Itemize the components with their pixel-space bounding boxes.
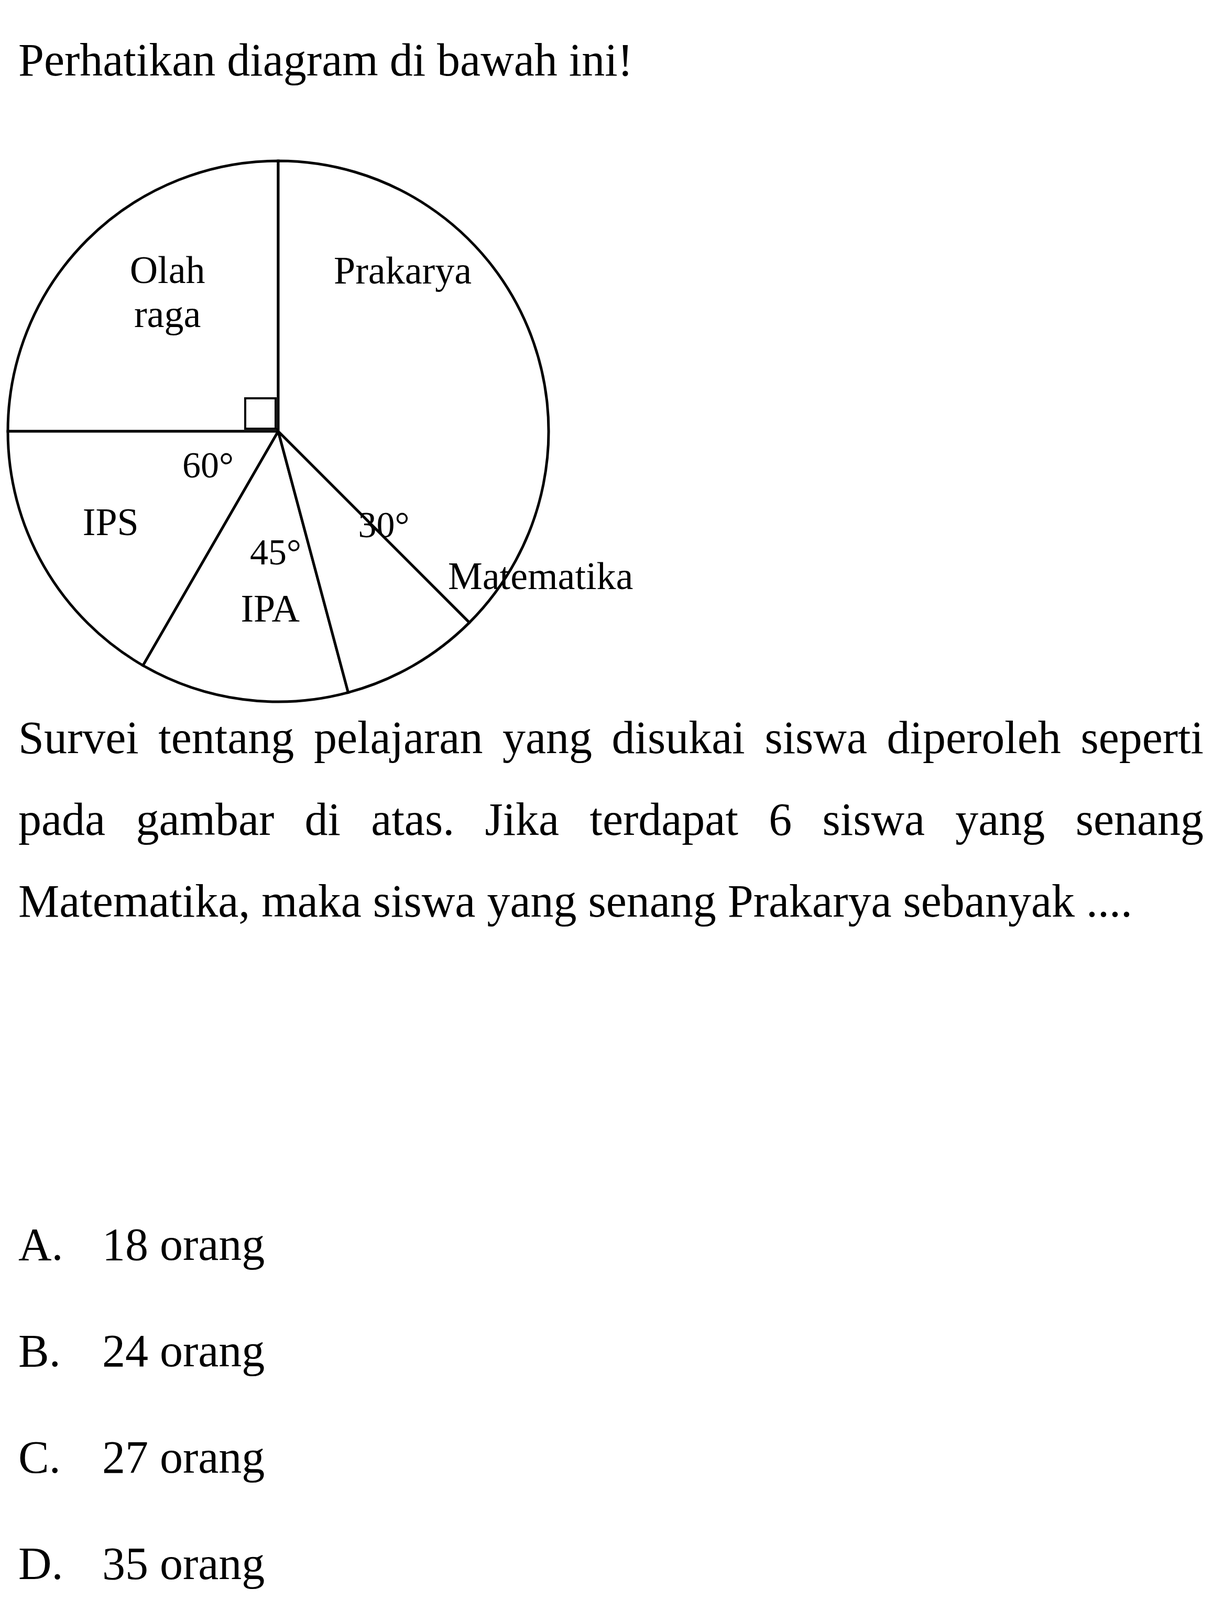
svg-text:60°: 60°: [182, 444, 234, 486]
svg-text:Matematika: Matematika: [447, 554, 633, 598]
html-text:D.: D.: [18, 1537, 64, 1589]
html-text:C.: C.: [18, 1431, 61, 1483]
html-text:B.: B.: [18, 1325, 61, 1376]
svg-text:45°: 45°: [249, 531, 302, 573]
svg-text:30°: 30°: [357, 504, 410, 545]
svg-text:Prakarya: Prakarya: [333, 248, 472, 292]
svg-text:IPS: IPS: [82, 500, 139, 544]
html-text:18 orang: 18 orang: [102, 1218, 265, 1270]
svg-text:IPA: IPA: [240, 586, 300, 630]
html-text:Perhatikan diagram di bawah in: Perhatikan diagram di bawah ini!: [18, 34, 633, 86]
html-text:24 orang: 24 orang: [102, 1325, 265, 1376]
html-text:27 orang: 27 orang: [102, 1431, 265, 1483]
svg-text:Olahraga: Olahraga: [129, 248, 206, 336]
html-text:35 orang: 35 orang: [102, 1537, 265, 1589]
html-text:A.: A.: [18, 1218, 64, 1270]
html-text:Survei tentang pelajaran yang: Survei tentang pelajaran yang disukai si…: [18, 712, 1204, 927]
